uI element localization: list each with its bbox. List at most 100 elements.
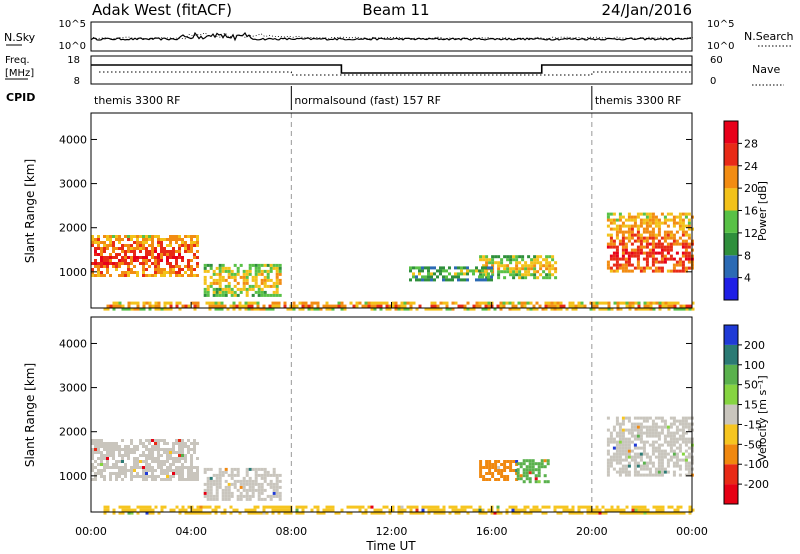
range-gate-cell	[511, 307, 515, 311]
range-gate-cell	[227, 488, 231, 492]
range-gate-cell	[227, 290, 231, 294]
range-gate-cell	[403, 304, 407, 308]
range-gate-cell	[648, 236, 652, 240]
range-gate-cell	[615, 449, 619, 453]
range-gate-cell	[142, 259, 145, 262]
range-gate-cell	[628, 301, 632, 305]
range-gate-cell	[193, 466, 196, 469]
range-gate-cell	[367, 301, 371, 305]
range-gate-cell	[169, 469, 172, 472]
range-gate-cell	[118, 505, 122, 509]
range-gate-cell	[500, 270, 504, 274]
range-gate-cell	[203, 491, 207, 495]
range-gate-cell	[622, 511, 626, 515]
range-gate-cell	[672, 461, 676, 465]
range-gate-cell	[280, 508, 284, 512]
range-gate-cell	[266, 473, 270, 477]
range-gate-cell	[245, 470, 249, 474]
range-gate-cell	[215, 272, 219, 276]
range-gate-cell	[592, 301, 596, 305]
range-gate-cell	[322, 304, 326, 308]
range-gate-cell	[154, 250, 157, 253]
range-gate-cell	[307, 304, 311, 308]
range-gate-cell	[506, 267, 510, 271]
range-gate-cell	[275, 266, 279, 270]
range-gate-cell	[525, 477, 529, 481]
range-gate-cell	[621, 440, 625, 444]
range-gate-cell	[684, 224, 688, 228]
range-gate-cell	[223, 511, 227, 515]
range-gate-cell	[618, 467, 622, 471]
range-gate-cell	[91, 262, 94, 265]
range-gate-cell	[418, 269, 421, 273]
range-gate-cell	[254, 479, 258, 483]
range-gate-cell	[551, 264, 555, 268]
range-gate-cell	[157, 448, 160, 451]
range-gate-cell	[272, 467, 276, 471]
range-gate-cell	[661, 304, 665, 308]
range-gate-cell	[497, 472, 501, 475]
range-gate-cell	[482, 255, 486, 259]
range-gate-cell	[148, 469, 151, 472]
range-gate-cell	[586, 511, 590, 515]
range-gate-cell	[598, 301, 602, 305]
range-gate-cell	[379, 508, 383, 512]
range-gate-cell	[645, 254, 649, 258]
range-gate-cell	[682, 304, 686, 308]
range-gate-cell	[517, 511, 521, 515]
range-gate-cell	[645, 431, 649, 435]
range-gate-cell	[169, 238, 172, 241]
range-gate-cell	[121, 511, 125, 515]
range-gate-cell	[666, 233, 670, 237]
range-gate-cell	[433, 304, 437, 308]
range-gate-cell	[634, 511, 638, 515]
range-gate-cell	[630, 263, 634, 267]
range-gate-cell	[175, 469, 178, 472]
range-gate-cell	[515, 264, 519, 268]
range-gate-cell	[687, 464, 691, 468]
range-gate-cell	[245, 278, 249, 282]
range-gate-cell	[524, 264, 528, 268]
range-gate-cell	[157, 454, 160, 457]
range-gate-cell	[521, 264, 525, 268]
range-gate-cell	[91, 274, 94, 277]
range-gate-cell	[636, 245, 640, 249]
range-gate-cell	[221, 497, 225, 501]
range-gate-cell	[666, 464, 670, 468]
range-gate-cell	[230, 491, 234, 495]
range-gate-cell	[633, 452, 637, 456]
range-gate-cell	[103, 259, 106, 262]
range-gate-cell	[275, 479, 279, 483]
range-gate-cell	[239, 491, 243, 495]
range-gate-cell	[251, 482, 255, 486]
range-gate-cell	[666, 245, 670, 249]
range-gate-cell	[142, 304, 146, 308]
range-gate-cell	[663, 449, 667, 453]
range-gate-cell	[175, 301, 179, 305]
range-gate-cell	[481, 508, 485, 512]
range-gate-cell	[91, 454, 94, 457]
range-gate-cell	[307, 307, 311, 311]
range-gate-cell	[506, 478, 510, 481]
range-gate-cell	[675, 431, 679, 435]
range-gate-cell	[606, 245, 610, 249]
range-gate-cell	[145, 508, 149, 512]
range-gate-cell	[203, 293, 207, 297]
range-gate-cell	[643, 301, 647, 305]
range-gate-cell	[678, 257, 682, 261]
range-gate-cell	[148, 448, 151, 451]
range-gate-cell	[654, 440, 658, 444]
range-gate-cell	[621, 443, 625, 447]
range-gate-cell	[409, 266, 412, 270]
range-gate-cell	[681, 269, 685, 273]
range-gate-cell	[196, 235, 199, 238]
range-gate-cell	[609, 227, 613, 231]
range-gate-cell	[247, 511, 251, 515]
range-gate-cell	[651, 473, 655, 477]
range-gate-cell	[633, 425, 637, 429]
range-gate-cell	[212, 494, 216, 498]
range-gate-cell	[624, 416, 628, 420]
range-gate-cell	[278, 479, 282, 483]
range-gate-cell	[184, 265, 187, 268]
range-gate-cell	[218, 473, 222, 477]
